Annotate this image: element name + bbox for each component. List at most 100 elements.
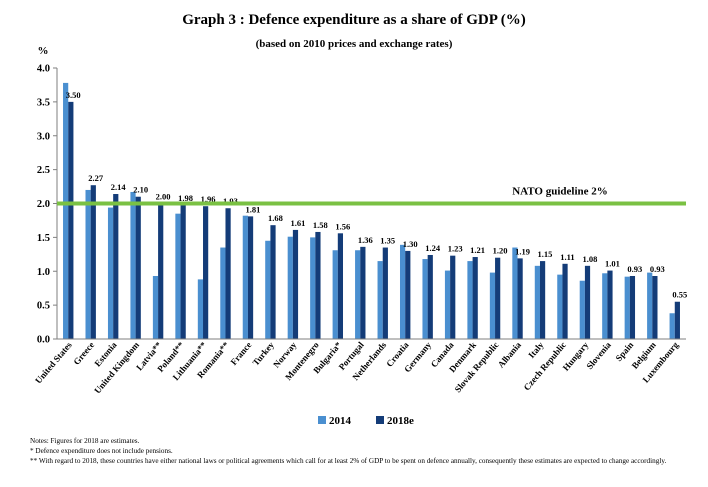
bar-2014 [175,213,181,339]
data-label: 1.30 [403,239,418,249]
bar-2018e [629,275,636,339]
bar-2014 [377,261,383,339]
bar-2018e [203,206,209,339]
bar-2014 [287,236,293,339]
bar-2014 [579,280,585,339]
legend-swatch-2014 [318,416,326,424]
bar-2014 [422,259,428,339]
y-tick-label: 2.0 [37,199,50,210]
bar-2014 [220,247,226,339]
nato-guideline-label: NATO guideline 2% [512,186,608,198]
bar-2018e [584,265,591,339]
legend-label-2014: 2014 [329,415,352,427]
bar-2014 [467,261,473,339]
y-tick-label: 1.5 [37,233,50,244]
bar-2018e [158,203,164,339]
bar-2018e [607,270,613,339]
note-2: * Defence expenditure does not include p… [30,447,173,455]
data-label: 1.58 [313,220,328,230]
chart-notes: Notes: Figures for 2018 are estimates. *… [30,436,690,466]
data-label: 1.96 [201,194,216,204]
chart-title: Graph 3 : Defence expenditure as a share… [182,12,526,28]
data-label: 2.27 [88,173,104,183]
bar-2014 [355,250,361,339]
bar-2018e [517,258,523,339]
bar-2014 [242,215,248,339]
bar-2018e [450,255,456,339]
data-label: 2.00 [156,192,171,202]
data-label: 2.10 [133,185,148,195]
y-tick-label: 0.5 [37,301,50,312]
bar-2014 [557,274,563,339]
data-label: 1.61 [290,218,305,228]
bar-2014 [534,265,540,339]
bar-2014 [130,191,136,339]
x-tick-label: Spain [614,340,636,363]
y-tick-label: 3.0 [37,131,50,142]
bar-2018e [270,225,276,339]
legend-label-2018e: 2018e [387,415,414,427]
y-axis-label: % [38,45,49,57]
bar-2014 [444,270,451,339]
bar-2018e [472,257,478,339]
bar-2014 [669,313,675,339]
bar-2014 [152,275,159,339]
x-tick-label: Slovenia [584,339,613,371]
data-label: 0.93 [650,264,665,274]
bar-2014 [63,82,69,339]
bar-2018e [68,101,74,339]
data-label: 1.36 [358,235,373,245]
bar-2018e [247,216,254,339]
bar-2018e [292,229,299,339]
bar-2014 [85,189,91,339]
data-label: 1.23 [448,244,463,254]
bar-2018e [315,231,321,339]
bar-2018e [427,254,433,339]
data-label: 1.21 [470,245,485,255]
data-label: 1.01 [605,259,620,269]
x-tick-label: Albania [496,339,524,369]
bar-2014 [265,240,271,339]
data-label: 2.14 [111,182,127,192]
bar-2018e [135,196,141,339]
bar-2018e [90,185,96,339]
data-label: 1.19 [515,246,530,256]
x-tick-label: Italy [526,339,546,360]
chart-subtitle: (based on 2010 prices and exchange rates… [255,38,453,50]
bar-2018e [360,246,366,339]
bar-2018e [539,261,546,339]
data-label: 1.24 [425,243,441,253]
bar-2014 [399,244,406,339]
bar-2018e [382,247,388,339]
bar-2018e [495,257,501,339]
y-tick-label: 1.0 [37,267,50,278]
data-label: 0.55 [672,290,687,300]
bar-2014 [512,247,518,339]
note-1: Notes: Figures for 2018 are estimates. [30,437,140,445]
x-tick-label: United States [33,339,74,385]
data-label: 1.93 [223,196,238,206]
data-label: 1.15 [538,249,553,259]
bar-2018e [337,233,344,339]
y-tick-label: 0.0 [37,335,50,346]
y-tick-label: 2.5 [37,165,50,176]
bar-2018e [562,263,568,339]
bar-2018e [180,204,186,339]
bar-2018e [405,250,411,339]
bar-2014 [197,279,204,339]
note-3: ** With regard to 2018, these countries … [30,457,667,465]
data-label: 1.08 [582,254,597,264]
data-label: 0.93 [627,264,642,274]
bar-2018e [652,275,658,339]
data-label: 1.68 [268,213,283,223]
bar-2014 [332,250,338,339]
bar-2014 [107,207,114,339]
bar-2018e [225,208,231,339]
data-label: 1.81 [246,204,261,214]
legend-swatch-2018e [376,416,384,424]
data-label: 3.50 [66,90,81,100]
data-label: 1.98 [178,193,193,203]
bar-2014 [602,273,608,339]
data-label: 1.35 [380,236,395,246]
